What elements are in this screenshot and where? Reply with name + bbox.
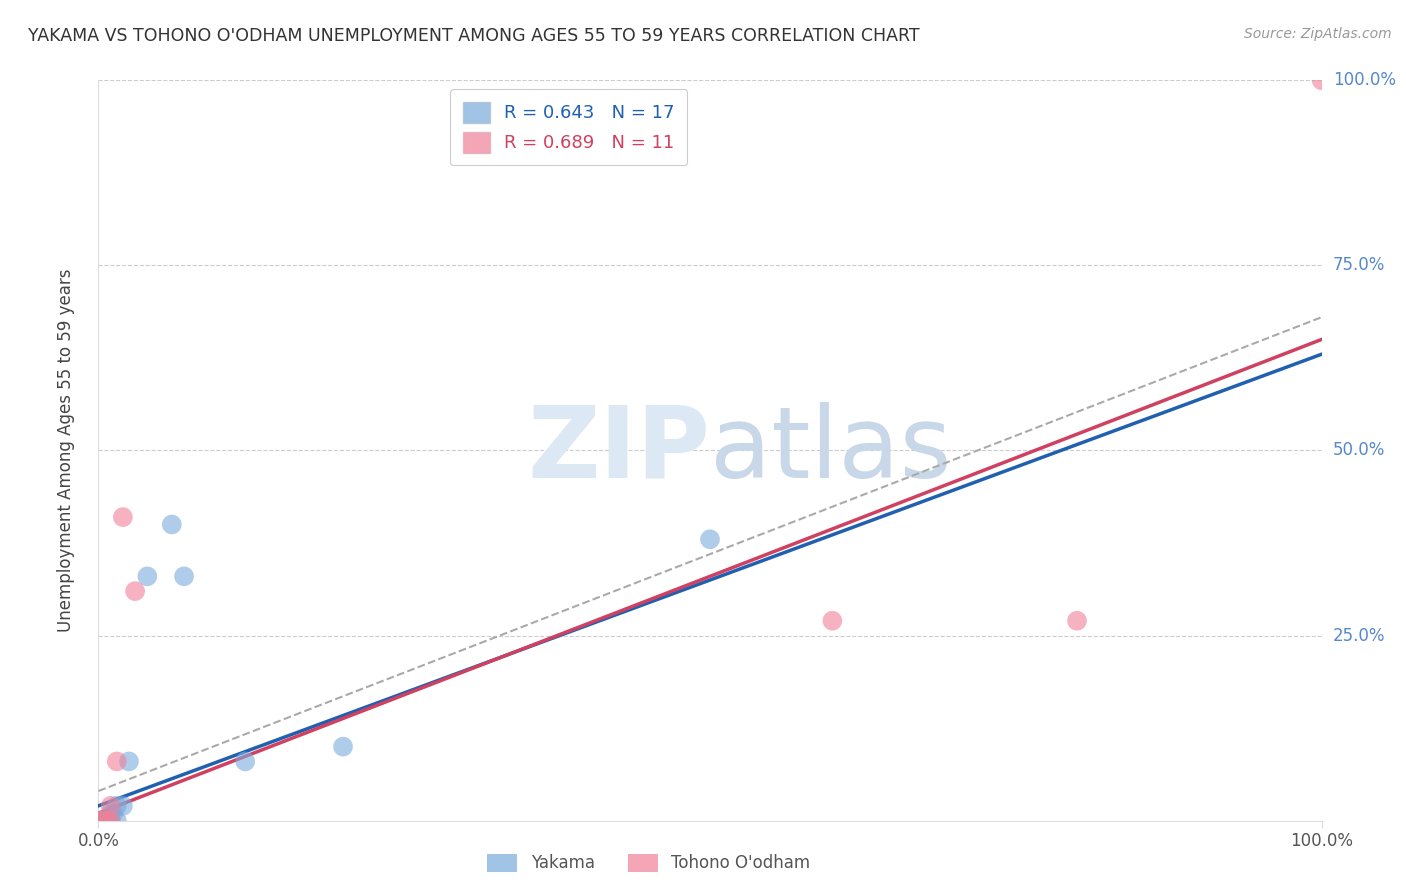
Text: 50.0%: 50.0%: [1333, 442, 1385, 459]
Point: [111, 798, 134, 813]
Point: [100, 814, 122, 828]
Text: 75.0%: 75.0%: [1333, 256, 1385, 275]
Point: [96, 814, 118, 828]
Point: [91, 814, 114, 828]
Point: [105, 814, 128, 828]
Point: [111, 510, 134, 524]
Point: [87, 814, 110, 828]
Point: [136, 569, 159, 583]
Text: ZIP: ZIP: [527, 402, 710, 499]
Point: [1310, 73, 1333, 87]
Text: atlas: atlas: [710, 402, 952, 499]
Point: [821, 614, 844, 628]
Point: [124, 584, 146, 599]
Point: [100, 814, 122, 828]
Text: 100.0%: 100.0%: [1333, 71, 1396, 89]
Text: YAKAMA VS TOHONO O'ODHAM UNEMPLOYMENT AMONG AGES 55 TO 59 YEARS CORRELATION CHAR: YAKAMA VS TOHONO O'ODHAM UNEMPLOYMENT AM…: [28, 27, 920, 45]
Point: [96, 814, 118, 828]
Point: [118, 755, 141, 769]
Point: [105, 755, 128, 769]
Point: [233, 755, 256, 769]
Y-axis label: Unemployment Among Ages 55 to 59 years: Unemployment Among Ages 55 to 59 years: [56, 268, 75, 632]
Point: [87, 814, 110, 828]
Point: [93, 814, 115, 828]
Point: [1066, 614, 1088, 628]
Point: [160, 517, 183, 532]
Text: 25.0%: 25.0%: [1333, 626, 1385, 645]
Point: [101, 806, 124, 821]
Point: [100, 806, 122, 821]
Point: [332, 739, 354, 754]
Point: [93, 814, 115, 828]
Point: [699, 533, 721, 547]
Point: [105, 798, 128, 813]
Text: Source: ZipAtlas.com: Source: ZipAtlas.com: [1244, 27, 1392, 41]
Point: [100, 798, 122, 813]
Legend: Yakama, Tohono O'odham: Yakama, Tohono O'odham: [481, 847, 817, 879]
Point: [173, 569, 195, 583]
